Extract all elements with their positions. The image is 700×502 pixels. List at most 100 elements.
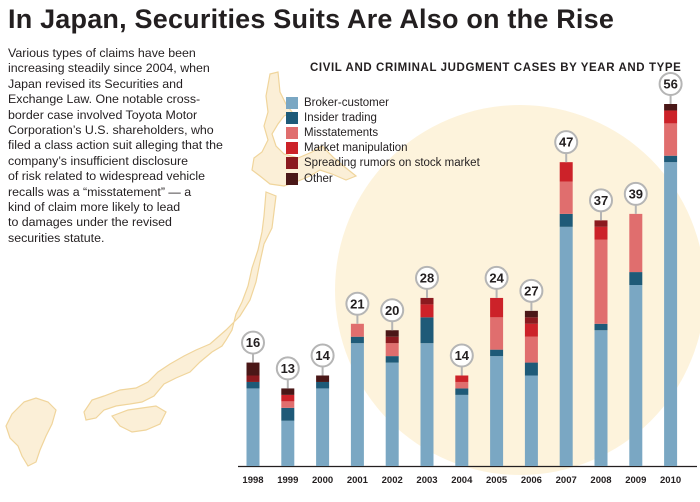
total-badge-1998 xyxy=(241,330,265,355)
bar-broker-customer-2008 xyxy=(594,330,608,466)
bar-spreading-rumors-on-stock-market-1998 xyxy=(246,375,260,382)
bar-insider-trading-2001 xyxy=(350,336,364,344)
total-label-2008: 37 xyxy=(594,193,608,208)
bar-broker-customer-2001 xyxy=(350,343,364,466)
bar-insider-trading-2004 xyxy=(455,388,469,395)
japan-map xyxy=(5,71,358,467)
legend-swatch xyxy=(286,111,298,124)
bar-market-manipulation-2005 xyxy=(490,297,504,318)
kyushu-island xyxy=(5,397,57,467)
total-badge-2003 xyxy=(415,265,439,290)
legend-swatch xyxy=(286,96,298,109)
chart-legend: Broker-customer Insider trading Misstate… xyxy=(286,95,480,186)
x-tick-label-2000: 2000 xyxy=(312,475,333,486)
bar-market-manipulation-2008 xyxy=(594,226,608,240)
x-tick-label-2006: 2006 xyxy=(521,475,542,486)
legend-item-spreading-rumors: Spreading rumors on stock market xyxy=(286,156,480,171)
bar-market-manipulation-2010 xyxy=(664,110,678,124)
bar-broker-customer-2003 xyxy=(420,343,434,466)
x-tick-label-2001: 2001 xyxy=(347,475,369,486)
x-tick-label-2002: 2002 xyxy=(382,475,403,486)
bar-market-manipulation-2004 xyxy=(455,375,469,382)
intro-paragraph: Various types of claims have been increa… xyxy=(8,46,270,246)
bar-insider-trading-1998 xyxy=(246,381,260,389)
total-badge-1999 xyxy=(275,356,300,381)
x-tick-label-1999: 1999 xyxy=(277,475,298,486)
intro-line: Exchange Law. One notable cross- xyxy=(8,92,201,107)
legend-item-broker-customer: Broker-customer xyxy=(286,95,480,110)
intro-line: kind of claim more likely to lead xyxy=(8,200,181,215)
bar-insider-trading-2003 xyxy=(420,317,434,344)
x-tick-label-1998: 1998 xyxy=(242,475,263,486)
total-label-2000: 14 xyxy=(315,348,330,363)
legend-label: Spreading rumors on stock market xyxy=(304,157,480,170)
bar-insider-trading-2008 xyxy=(594,323,608,331)
legend-label: Broker-customer xyxy=(304,96,389,109)
legend-item-misstatements: Misstatements xyxy=(286,125,480,140)
bar-broker-customer-2007 xyxy=(559,226,573,466)
x-tick-label-2010: 2010 xyxy=(660,475,681,486)
chart-title: CIVIL AND CRIMINAL JUDGMENT CASES BY YEA… xyxy=(310,62,682,74)
bar-broker-customer-2006 xyxy=(524,375,538,466)
total-label-2005: 24 xyxy=(489,270,504,285)
intro-line: Corporation’s U.S. shareholders, who xyxy=(8,123,214,138)
legend-swatch xyxy=(286,142,298,155)
bar-broker-customer-1999 xyxy=(281,420,295,466)
intro-line: to damages under the revised xyxy=(8,215,172,230)
legend-item-other: Other xyxy=(286,171,480,186)
honshu-island xyxy=(83,191,277,421)
legend-label: Misstatements xyxy=(304,126,379,139)
total-label-2006: 27 xyxy=(524,283,538,298)
bar-misstatements-2006 xyxy=(524,336,538,363)
bar-insider-trading-2005 xyxy=(490,349,504,357)
total-badge-2009 xyxy=(623,181,648,206)
legend-swatch xyxy=(286,172,298,185)
intro-line: of risk related to widespread vehicle xyxy=(8,169,205,184)
bar-other-1998 xyxy=(246,362,260,376)
x-tick-label-2008: 2008 xyxy=(590,475,611,486)
total-badge-2000 xyxy=(310,343,335,368)
bars-layer: 1998 16 1999 13 2000 14 2001 21 2002 20 2003 28 2004… xyxy=(238,72,697,486)
bar-misstatements-2002 xyxy=(385,343,399,357)
bar-other-1999 xyxy=(281,388,295,395)
bar-misstatements-2004 xyxy=(455,381,469,389)
bar-misstatements-2008 xyxy=(594,239,608,324)
legend-label: Insider trading xyxy=(304,111,377,124)
hokkaido-island xyxy=(251,71,358,187)
bar-spreading-rumors-on-stock-market-2002 xyxy=(385,336,399,344)
total-label-1998: 16 xyxy=(246,335,260,350)
bar-broker-customer-2002 xyxy=(385,362,399,466)
bar-spreading-rumors-on-stock-market-2006 xyxy=(524,317,538,324)
legend-swatch xyxy=(286,126,298,139)
x-tick-label-2005: 2005 xyxy=(486,475,508,486)
bar-insider-trading-2006 xyxy=(524,362,538,376)
bar-insider-trading-2007 xyxy=(559,213,573,227)
bar-market-manipulation-2007 xyxy=(559,162,573,182)
total-badge-2007 xyxy=(554,130,579,155)
legend-label: Market manipulation xyxy=(304,142,408,155)
intro-line: Japan revised its Securities and xyxy=(8,76,183,91)
intro-line: recalls was a “misstatement” — a xyxy=(8,184,192,199)
x-tick-label-2007: 2007 xyxy=(556,475,577,486)
bar-misstatements-2001 xyxy=(350,323,364,337)
total-badge-2001 xyxy=(345,291,370,316)
intro-line: securities statute. xyxy=(8,230,105,245)
total-badge-2006 xyxy=(519,278,544,303)
x-tick-label-2003: 2003 xyxy=(416,475,437,486)
total-label-2007: 47 xyxy=(559,135,573,150)
bar-broker-customer-2004 xyxy=(455,394,469,466)
total-badge-2004 xyxy=(449,343,474,368)
bar-misstatements-2005 xyxy=(490,317,504,350)
bar-insider-trading-2002 xyxy=(385,356,399,363)
x-tick-label-2009: 2009 xyxy=(625,475,646,486)
bar-insider-trading-2000 xyxy=(316,381,330,389)
total-label-2003: 28 xyxy=(420,270,434,285)
bar-other-2010 xyxy=(664,104,678,111)
legend-swatch xyxy=(286,157,298,170)
legend-item-insider-trading: Insider trading xyxy=(286,110,480,125)
bar-insider-trading-1999 xyxy=(281,407,295,421)
bar-spreading-rumors-on-stock-market-2003 xyxy=(420,297,434,305)
bar-spreading-rumors-on-stock-market-2008 xyxy=(594,220,608,227)
total-label-1999: 13 xyxy=(281,361,295,376)
